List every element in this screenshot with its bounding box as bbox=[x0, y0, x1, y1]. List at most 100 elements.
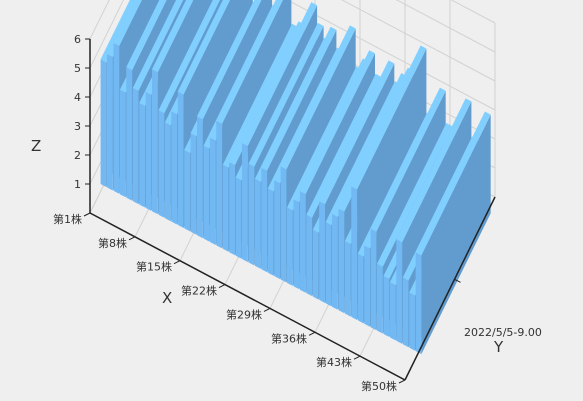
bar-front-face bbox=[209, 137, 216, 245]
x-tick-mark bbox=[353, 355, 361, 360]
axes-group bbox=[83, 38, 496, 384]
bar-top-face bbox=[299, 50, 375, 195]
bar-front-face bbox=[351, 186, 358, 320]
side-wall-gridline bbox=[89, 0, 110, 40]
bar-front-face bbox=[299, 191, 306, 293]
bar-top-face bbox=[132, 0, 184, 91]
bar-front-face bbox=[248, 163, 255, 266]
x-tick-label: 第29株 bbox=[226, 307, 262, 321]
x-tick-label: 第15株 bbox=[136, 260, 172, 274]
bar-top-face bbox=[415, 111, 491, 256]
bar-side-face bbox=[421, 114, 491, 355]
y-tick-label: 2022/5/5-9.00 bbox=[464, 326, 542, 339]
x-tick-mark bbox=[173, 260, 181, 265]
x-tick-label: 第43株 bbox=[316, 355, 352, 369]
bar-top-face bbox=[113, 0, 142, 46]
back-wall-gridline bbox=[395, 0, 496, 53]
bar[interactable] bbox=[415, 111, 491, 355]
bar-front-face bbox=[254, 178, 261, 269]
bar-front-face bbox=[177, 91, 184, 228]
bar-front-face bbox=[171, 111, 178, 225]
bar-top-face bbox=[216, 0, 283, 124]
bar-top-face bbox=[158, 0, 221, 114]
z-tick-label: 1 bbox=[74, 178, 81, 191]
x-tick-mark bbox=[308, 331, 316, 336]
x-tick-mark bbox=[128, 236, 136, 241]
x-tick-label: 第36株 bbox=[271, 331, 307, 345]
bar-front-face bbox=[357, 253, 364, 324]
bar-front-face bbox=[107, 54, 113, 191]
bar-front-face bbox=[402, 277, 409, 348]
bar-front-face bbox=[164, 122, 171, 222]
bar-front-face bbox=[338, 208, 345, 314]
bar-front-face bbox=[396, 239, 403, 344]
bar-front-face bbox=[293, 199, 300, 290]
bar-front-face bbox=[152, 69, 158, 215]
bar-front-face bbox=[216, 120, 223, 249]
x-tick-mark bbox=[83, 212, 91, 217]
x-tick-label: 第8株 bbox=[98, 236, 127, 250]
bar-front-face bbox=[409, 292, 415, 351]
bar-front-face bbox=[139, 103, 145, 208]
x-tick-label: 第22株 bbox=[181, 284, 217, 298]
bar-front-face bbox=[261, 167, 268, 273]
bar-front-face bbox=[235, 177, 242, 259]
side-wall-gridline bbox=[89, 0, 124, 69]
bar-front-face bbox=[113, 42, 120, 194]
z-tick-label: 6 bbox=[74, 33, 81, 46]
bar-top-face bbox=[261, 26, 337, 171]
bar-top-face bbox=[126, 0, 167, 71]
bar-front-face bbox=[222, 164, 229, 252]
bar-front-face bbox=[203, 145, 210, 242]
bars-group bbox=[100, 0, 491, 355]
bar-front-face bbox=[287, 207, 293, 286]
z-axis-title: Z bbox=[31, 137, 41, 155]
bar-front-face bbox=[306, 214, 313, 297]
x-axis-title: X bbox=[162, 289, 172, 307]
bar-top-face bbox=[306, 73, 382, 218]
x-tick-label: 第1株 bbox=[53, 212, 82, 226]
bar-front-face bbox=[126, 67, 133, 201]
x-tick-mark bbox=[218, 284, 226, 289]
bar-top-face bbox=[370, 87, 446, 232]
z-tick-label: 4 bbox=[74, 91, 81, 104]
bar-front-face bbox=[119, 89, 126, 198]
bar-front-face bbox=[332, 213, 338, 310]
bar-top-face bbox=[396, 98, 472, 243]
bar-front-face bbox=[364, 245, 370, 327]
bar-front-face bbox=[267, 188, 274, 276]
y-axis-line bbox=[404, 196, 496, 381]
bar-front-face bbox=[274, 180, 280, 280]
x-tick-mark bbox=[263, 307, 271, 312]
bar-front-face bbox=[242, 143, 248, 263]
bar-top-face bbox=[242, 2, 318, 147]
z-tick-label: 3 bbox=[74, 120, 81, 133]
bar-front-face bbox=[132, 88, 139, 205]
x-tick-label: 第50株 bbox=[361, 379, 397, 393]
back-wall-gridline bbox=[286, 0, 496, 111]
bar-top-face bbox=[177, 0, 231, 95]
bar-front-face bbox=[190, 133, 197, 235]
back-wall-gridline bbox=[341, 0, 496, 82]
bar-top-face bbox=[280, 25, 356, 170]
z-tick-label: 5 bbox=[74, 62, 81, 75]
bar-front-face bbox=[319, 201, 325, 303]
bar-front-face bbox=[229, 162, 235, 256]
bar-front-face bbox=[383, 276, 390, 337]
bar-top-face bbox=[377, 123, 453, 267]
bar-top-face bbox=[351, 45, 427, 190]
bar-top-face bbox=[197, 0, 262, 120]
bar-front-face bbox=[389, 282, 396, 341]
y-tick-mark bbox=[454, 278, 461, 283]
x-tick-mark bbox=[398, 379, 406, 384]
y-axis-title: Y bbox=[493, 338, 504, 356]
z-tick-label: 2 bbox=[74, 149, 81, 162]
bar-front-face bbox=[370, 228, 377, 331]
bar-front-face bbox=[325, 222, 332, 307]
bar-front-face bbox=[415, 252, 422, 355]
bar-front-face bbox=[377, 263, 383, 334]
bar-top-face bbox=[152, 0, 194, 73]
